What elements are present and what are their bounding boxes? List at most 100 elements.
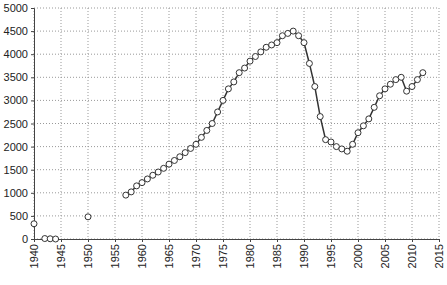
point	[53, 236, 59, 242]
grid-line-y	[34, 192, 439, 193]
x-tick-mark	[412, 239, 413, 242]
point	[414, 77, 420, 83]
y-tick-label: 1500	[4, 164, 28, 176]
x-tick: 1975	[217, 239, 229, 268]
x-tick: 1970	[190, 239, 202, 268]
y-tick-label: 3000	[4, 94, 28, 106]
point	[387, 81, 393, 87]
y-tick: 4500	[4, 25, 34, 37]
point	[225, 86, 231, 92]
y-tick-mark	[31, 8, 34, 9]
x-tick-mark	[358, 239, 359, 242]
point	[128, 189, 134, 195]
grid-line-y	[34, 31, 439, 32]
point	[193, 141, 199, 147]
y-tick-mark	[31, 170, 34, 171]
point	[182, 150, 188, 156]
x-tick: 2010	[406, 239, 418, 268]
x-tick-mark	[88, 239, 89, 242]
y-tick-mark	[31, 239, 34, 240]
y-tick-label: 2500	[4, 118, 28, 130]
y-tick-label: 3500	[4, 71, 28, 83]
point	[144, 176, 150, 182]
point	[377, 93, 383, 99]
x-tick: 1940	[28, 239, 40, 268]
y-tick-label: 0	[22, 233, 28, 245]
point	[204, 127, 210, 133]
x-tick-label: 1990	[298, 244, 310, 268]
x-tick-label: 1940	[28, 244, 40, 268]
y-tick: 500	[10, 210, 34, 222]
y-tick: 2500	[4, 118, 34, 130]
y-tick-mark	[31, 147, 34, 148]
y-tick-label: 2000	[4, 141, 28, 153]
point	[188, 145, 194, 151]
y-axis: 0 500 1000 1500 2000 2500 3000 3500 4000 4500 5000	[4, 2, 35, 245]
point	[296, 33, 302, 39]
x-tick-mark	[61, 239, 62, 242]
point	[301, 40, 307, 46]
y-tick-mark	[31, 216, 34, 217]
plot: 1940194519501955196019651970197519801985…	[4, 2, 446, 268]
point	[312, 84, 318, 90]
x-tick-label: 1945	[55, 244, 67, 268]
point	[355, 130, 361, 136]
x-tick-label: 2010	[406, 244, 418, 268]
point	[161, 165, 167, 171]
grid-line-y	[34, 54, 439, 55]
x-tick-mark	[223, 239, 224, 242]
series	[31, 28, 426, 242]
x-tick-label: 1965	[163, 244, 175, 268]
x-tick-label: 1980	[244, 244, 256, 268]
y-tick: 3000	[4, 94, 34, 106]
point	[306, 60, 312, 66]
x-tick: 2005	[379, 239, 391, 268]
point	[274, 40, 280, 46]
chart: 1940194519501955196019651970197519801985…	[0, 0, 447, 285]
x-tick-mark	[169, 239, 170, 242]
x-tick: 1950	[82, 239, 94, 268]
point	[366, 116, 372, 122]
point	[247, 58, 253, 64]
point	[220, 97, 226, 103]
point	[409, 84, 415, 90]
y-tick: 2000	[4, 141, 34, 153]
x-tick: 1995	[325, 239, 337, 268]
x-tick-mark	[250, 239, 251, 242]
point	[252, 54, 258, 60]
point	[242, 65, 248, 71]
point	[236, 70, 242, 76]
grid	[34, 8, 439, 239]
x-tick: 2015	[433, 239, 445, 268]
y-tick-label: 5000	[4, 2, 28, 14]
x-tick: 1955	[109, 239, 121, 268]
point	[328, 139, 334, 145]
x-tick-label: 1950	[82, 244, 94, 268]
x-tick: 1945	[55, 239, 67, 268]
y-tick: 4000	[4, 48, 34, 60]
y-tick-mark	[31, 124, 34, 125]
x-tick-label: 1970	[190, 244, 202, 268]
x-tick-mark	[277, 239, 278, 242]
point	[85, 214, 91, 220]
point	[31, 221, 37, 227]
line	[34, 31, 423, 239]
x-tick-label: 2000	[352, 244, 364, 268]
y-tick: 3500	[4, 71, 34, 83]
y-tick: 1000	[4, 187, 34, 199]
point	[177, 154, 183, 160]
point	[166, 161, 172, 167]
point	[198, 134, 204, 140]
x-tick-label: 1955	[109, 244, 121, 268]
x-tick: 1980	[244, 239, 256, 268]
x-tick-label: 1960	[136, 244, 148, 268]
x-tick-label: 1975	[217, 244, 229, 268]
point	[350, 141, 356, 147]
y-tick: 1500	[4, 164, 34, 176]
grid-line-y	[34, 215, 439, 216]
point	[404, 88, 410, 94]
y-tick-label: 500	[10, 210, 28, 222]
point	[171, 157, 177, 163]
point	[344, 148, 350, 154]
y-tick-mark	[31, 54, 34, 55]
